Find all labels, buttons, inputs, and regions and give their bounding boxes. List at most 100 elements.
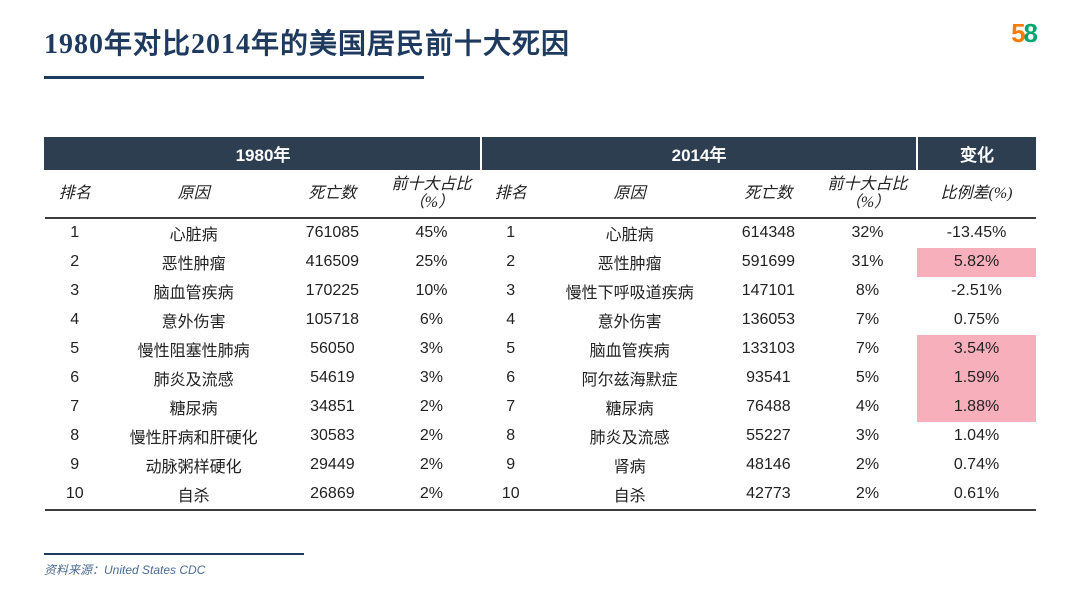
cell-cause-2: 阿尔兹海默症 [540, 364, 718, 393]
cell-diff: 5.82% [917, 248, 1036, 277]
cell-diff: 0.75% [917, 306, 1036, 335]
cell-cause-2: 自杀 [540, 480, 718, 510]
cell-diff: -13.45% [917, 218, 1036, 248]
cell-cause-1: 自杀 [104, 480, 282, 510]
cell-cause-1: 糖尿病 [104, 393, 282, 422]
cell-deaths-1: 170225 [283, 277, 382, 306]
table-row: 8慢性肝病和肝硬化305832%8肺炎及流感552273%1.04% [45, 422, 1036, 451]
cell-diff: 3.54% [917, 335, 1036, 364]
col-pct-2: 前十大占比（%） [818, 170, 917, 218]
cell-deaths-2: 136053 [719, 306, 818, 335]
col-deaths-1: 死亡数 [283, 170, 382, 218]
cell-pct-1: 10% [382, 277, 481, 306]
cell-rank-1: 7 [45, 393, 104, 422]
cell-rank-1: 2 [45, 248, 104, 277]
cell-cause-1: 慢性阻塞性肺病 [104, 335, 282, 364]
cell-rank-1: 10 [45, 480, 104, 510]
cell-rank-1: 1 [45, 218, 104, 248]
cell-rank-1: 9 [45, 451, 104, 480]
cell-cause-1: 恶性肿瘤 [104, 248, 282, 277]
section-1980: 1980年 [45, 137, 481, 170]
cell-cause-2: 糖尿病 [540, 393, 718, 422]
cell-deaths-1: 105718 [283, 306, 382, 335]
cell-pct-1: 3% [382, 364, 481, 393]
cell-rank-2: 1 [481, 218, 540, 248]
table-section-header: 1980年 2014年 变化 [45, 137, 1036, 170]
cell-deaths-1: 34851 [283, 393, 382, 422]
cell-pct-2: 8% [818, 277, 917, 306]
cell-pct-2: 2% [818, 451, 917, 480]
comparison-table: 1980年 2014年 变化 排名 原因 死亡数 前十大占比（%） 排名 原因 … [44, 137, 1036, 511]
cell-pct-2: 31% [818, 248, 917, 277]
table-row: 2恶性肿瘤41650925%2恶性肿瘤59169931%5.82% [45, 248, 1036, 277]
table-body: 1心脏病76108545%1心脏病61434832%-13.45%2恶性肿瘤41… [45, 218, 1036, 510]
col-diff: 比例差(%) [917, 170, 1036, 218]
table-row: 5慢性阻塞性肺病560503%5脑血管疾病1331037%3.54% [45, 335, 1036, 364]
cell-rank-2: 10 [481, 480, 540, 510]
cell-pct-1: 45% [382, 218, 481, 248]
cell-diff: 0.61% [917, 480, 1036, 510]
cell-cause-1: 慢性肝病和肝硬化 [104, 422, 282, 451]
slide: 1980年对比2014年的美国居民前十大死因 58 1980年 2014年 变化… [0, 0, 1080, 608]
col-pct-1: 前十大占比（%） [382, 170, 481, 218]
table-row: 6肺炎及流感546193%6阿尔兹海默症935415%1.59% [45, 364, 1036, 393]
cell-pct-2: 2% [818, 480, 917, 510]
cell-rank-1: 3 [45, 277, 104, 306]
cell-deaths-2: 55227 [719, 422, 818, 451]
cell-rank-2: 8 [481, 422, 540, 451]
cell-diff: 1.04% [917, 422, 1036, 451]
cell-pct-2: 4% [818, 393, 917, 422]
title-text: 1980年对比2014年的美国居民前十大死因 [44, 22, 570, 62]
cell-deaths-1: 416509 [283, 248, 382, 277]
cell-cause-2: 慢性下呼吸道疾病 [540, 277, 718, 306]
table-row: 3脑血管疾病17022510%3慢性下呼吸道疾病1471018%-2.51% [45, 277, 1036, 306]
cell-diff: -2.51% [917, 277, 1036, 306]
cell-cause-2: 意外伤害 [540, 306, 718, 335]
cell-deaths-1: 26869 [283, 480, 382, 510]
cell-diff: 1.59% [917, 364, 1036, 393]
logo-58-icon: 58 [1011, 18, 1036, 49]
col-cause-2: 原因 [540, 170, 718, 218]
cell-pct-2: 32% [818, 218, 917, 248]
cell-deaths-1: 56050 [283, 335, 382, 364]
table-sub-header: 排名 原因 死亡数 前十大占比（%） 排名 原因 死亡数 前十大占比（%） 比例… [45, 170, 1036, 218]
cell-cause-2: 肺炎及流感 [540, 422, 718, 451]
cell-deaths-1: 29449 [283, 451, 382, 480]
source-citation: 资料来源：United States CDC [44, 553, 304, 578]
cell-pct-1: 2% [382, 422, 481, 451]
cell-rank-2: 5 [481, 335, 540, 364]
cell-cause-1: 心脏病 [104, 218, 282, 248]
cell-rank-2: 3 [481, 277, 540, 306]
section-2014: 2014年 [481, 137, 917, 170]
cell-cause-1: 肺炎及流感 [104, 364, 282, 393]
cell-cause-2: 脑血管疾病 [540, 335, 718, 364]
logo-digit-8: 8 [1024, 18, 1036, 48]
cell-deaths-1: 54619 [283, 364, 382, 393]
cell-cause-2: 恶性肿瘤 [540, 248, 718, 277]
logo-digit-5: 5 [1011, 18, 1023, 48]
cell-deaths-2: 147101 [719, 277, 818, 306]
cell-diff: 1.88% [917, 393, 1036, 422]
cell-rank-1: 5 [45, 335, 104, 364]
cell-cause-1: 动脉粥样硬化 [104, 451, 282, 480]
cell-rank-2: 4 [481, 306, 540, 335]
cell-deaths-2: 48146 [719, 451, 818, 480]
col-rank-1: 排名 [45, 170, 104, 218]
cell-cause-2: 心脏病 [540, 218, 718, 248]
cell-cause-1: 意外伤害 [104, 306, 282, 335]
table-row: 1心脏病76108545%1心脏病61434832%-13.45% [45, 218, 1036, 248]
table-row: 9动脉粥样硬化294492%9肾病481462%0.74% [45, 451, 1036, 480]
cell-pct-1: 25% [382, 248, 481, 277]
page-title: 1980年对比2014年的美国居民前十大死因 [44, 22, 570, 79]
cell-rank-2: 7 [481, 393, 540, 422]
col-deaths-2: 死亡数 [719, 170, 818, 218]
cell-pct-2: 7% [818, 335, 917, 364]
cell-deaths-2: 76488 [719, 393, 818, 422]
table-row: 4意外伤害1057186%4意外伤害1360537%0.75% [45, 306, 1036, 335]
cell-pct-1: 2% [382, 451, 481, 480]
cell-pct-2: 3% [818, 422, 917, 451]
cell-pct-2: 5% [818, 364, 917, 393]
cell-rank-2: 2 [481, 248, 540, 277]
section-change: 变化 [917, 137, 1036, 170]
cell-rank-1: 6 [45, 364, 104, 393]
